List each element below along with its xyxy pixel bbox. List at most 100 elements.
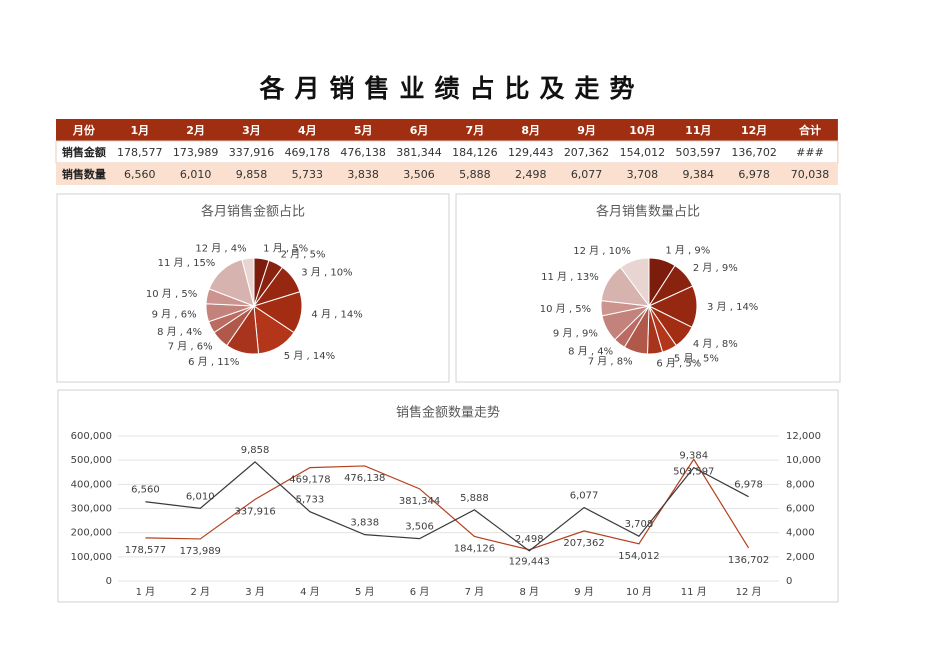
chart-frame bbox=[57, 389, 839, 603]
data-label: 5,733 bbox=[296, 495, 325, 506]
pie-label-category: 5 月 bbox=[674, 352, 694, 364]
x-tick-label: 12 月 bbox=[736, 586, 762, 598]
pie-label-value: 14% bbox=[341, 309, 363, 320]
data-label: 476,138 bbox=[344, 473, 385, 484]
x-tick-label: 11 月 bbox=[681, 586, 707, 598]
table-cell: 178,577 bbox=[117, 146, 163, 159]
data-label: 178,577 bbox=[125, 545, 166, 556]
table-cell: 381,344 bbox=[396, 146, 442, 159]
pie-label: 7 月 , 8% bbox=[588, 356, 633, 368]
x-tick-label: 2 月 bbox=[190, 586, 210, 598]
data-label: 3,506 bbox=[405, 522, 434, 533]
y-tick-label: 0 bbox=[106, 576, 112, 587]
table-header-cell: 7月 bbox=[466, 124, 485, 137]
table-header-cell: 4月 bbox=[298, 124, 317, 137]
pie-label: 7 月 , 6% bbox=[168, 341, 213, 353]
series-line bbox=[145, 461, 749, 552]
pie-label-value: 10% bbox=[330, 267, 352, 278]
pie-label-category: 10 月 bbox=[146, 288, 172, 300]
pie-label-separator: , bbox=[588, 347, 598, 358]
pie-label-separator: , bbox=[685, 245, 695, 256]
pie-label-value: 8% bbox=[617, 357, 633, 368]
pie-label: 12 月 , 10% bbox=[573, 245, 631, 257]
pie-label-separator: , bbox=[566, 304, 576, 315]
y-tick-label: 500,000 bbox=[71, 455, 112, 466]
chart-title: 销售金额数量走势 bbox=[396, 405, 500, 421]
pie-label-value: 8% bbox=[722, 339, 738, 350]
y-tick-label: 600,000 bbox=[71, 431, 112, 442]
table-cell: 136,702 bbox=[731, 146, 777, 159]
pie-label: 1 月 , 9% bbox=[665, 244, 710, 256]
table-cell: 70,038 bbox=[791, 168, 830, 181]
pie-label: 11 月 , 13% bbox=[541, 271, 599, 283]
chart-title: 各月销售数量占比 bbox=[596, 204, 700, 220]
pie-label-category: 9 月 bbox=[553, 327, 573, 339]
page-title: 各月销售业绩占比及走势 bbox=[258, 74, 644, 103]
pie-label-separator: , bbox=[331, 309, 341, 320]
data-label: 173,989 bbox=[180, 546, 221, 557]
pie-label-value: 5% bbox=[310, 249, 326, 260]
data-label: 136,702 bbox=[728, 555, 769, 566]
table-cell: 154,012 bbox=[620, 146, 666, 159]
data-label: 381,344 bbox=[399, 496, 440, 507]
x-tick-label: 1 月 bbox=[136, 586, 156, 598]
pie-label-category: 1 月 bbox=[665, 244, 685, 256]
pie-label-value: 13% bbox=[577, 272, 599, 283]
pie-label: 5 月 , 5% bbox=[674, 352, 719, 364]
pie-label: 9 月 , 9% bbox=[553, 327, 598, 339]
pie-label-separator: , bbox=[712, 263, 722, 274]
table-cell: 6,978 bbox=[738, 168, 770, 181]
x-tick-label: 10 月 bbox=[626, 586, 652, 598]
x-tick-label: 4 月 bbox=[300, 586, 320, 598]
pie-label-separator: , bbox=[187, 342, 197, 353]
x-tick-label: 5 月 bbox=[355, 586, 375, 598]
pie-label: 8 月 , 4% bbox=[568, 346, 613, 358]
table-cell: 173,989 bbox=[173, 146, 219, 159]
pie-label-category: 9 月 bbox=[152, 308, 172, 320]
y2-tick-label: 8,000 bbox=[786, 479, 815, 490]
table-cell: 207,362 bbox=[564, 146, 610, 159]
pie-label-value: 5% bbox=[575, 304, 591, 315]
pie-label-separator: , bbox=[171, 309, 181, 320]
pie-label-value: 10% bbox=[609, 246, 631, 257]
pie-label-separator: , bbox=[567, 272, 577, 283]
pie-label-value: 15% bbox=[193, 258, 215, 269]
pie-label-category: 7 月 bbox=[588, 356, 608, 368]
data-label: 3,838 bbox=[350, 518, 379, 529]
table-cell: 2,498 bbox=[515, 168, 547, 181]
pie-label-category: 12 月 bbox=[195, 242, 221, 254]
table-header-cell: 12月 bbox=[741, 124, 767, 137]
y2-tick-label: 2,000 bbox=[786, 552, 815, 563]
pie-label-category: 11 月 bbox=[541, 271, 567, 283]
data-label: 207,362 bbox=[563, 538, 604, 549]
pie-label-category: 1 月 bbox=[263, 243, 283, 255]
table-header-cell: 9月 bbox=[577, 124, 596, 137]
data-label: 5,888 bbox=[460, 493, 489, 504]
pie-label: 11 月 , 15% bbox=[158, 257, 216, 269]
table-header-bg bbox=[56, 119, 838, 141]
pie-label-separator: , bbox=[184, 258, 194, 269]
pie-label-value: 9% bbox=[694, 245, 710, 256]
table-cell: 337,916 bbox=[229, 146, 275, 159]
table-cell: 9,384 bbox=[683, 168, 715, 181]
pie-label-value: 14% bbox=[736, 302, 758, 313]
data-label: 6,010 bbox=[186, 491, 215, 502]
pie-label-value: 6% bbox=[197, 342, 213, 353]
pie-label: 10 月 , 5% bbox=[540, 303, 591, 315]
data-label: 6,077 bbox=[570, 491, 599, 502]
pie-label: 3 月 , 10% bbox=[301, 266, 352, 278]
table-cell: 184,126 bbox=[452, 146, 498, 159]
pie-label: 10 月 , 5% bbox=[146, 288, 197, 300]
y2-tick-label: 4,000 bbox=[786, 528, 815, 539]
table-cell: 5,888 bbox=[459, 168, 491, 181]
table-cell: 3,708 bbox=[627, 168, 659, 181]
pie-label-separator: , bbox=[172, 289, 182, 300]
y2-tick-label: 0 bbox=[786, 576, 792, 587]
table-cell: 5,733 bbox=[292, 168, 324, 181]
pie-label: 3 月 , 14% bbox=[707, 301, 758, 313]
data-label: 469,178 bbox=[289, 475, 330, 486]
pie-label-separator: , bbox=[208, 357, 218, 368]
data-label: 2,498 bbox=[515, 534, 544, 545]
pie-label-separator: , bbox=[177, 327, 187, 338]
table-header-cell: 10月 bbox=[629, 124, 655, 137]
